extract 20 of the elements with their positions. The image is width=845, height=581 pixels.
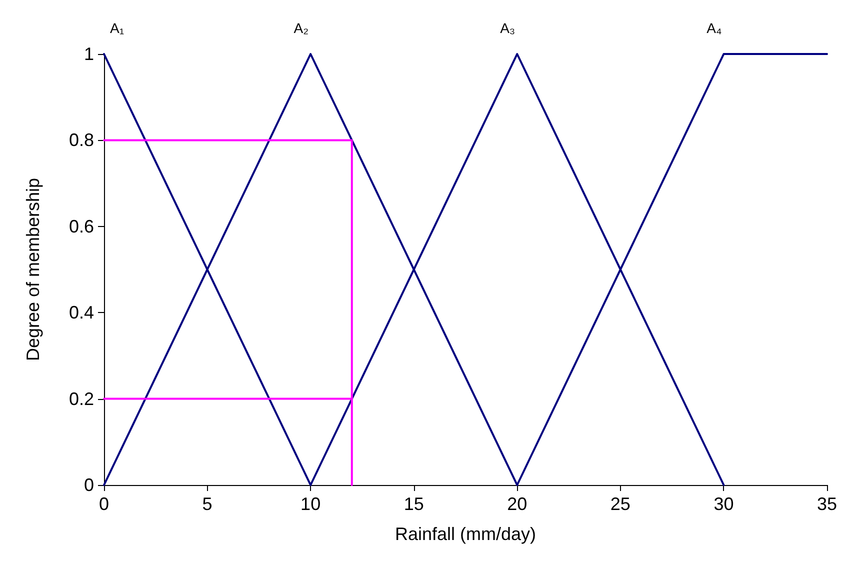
- y-tick-label: 0.4: [68, 302, 94, 323]
- x-axis-title: Rainfall (mm/day): [394, 524, 536, 544]
- y-tick-label: 0.8: [68, 130, 94, 150]
- x-tick-label: 0: [98, 494, 110, 514]
- x-tick-label: 20: [507, 494, 528, 514]
- x-tick-label: 5: [202, 494, 212, 514]
- x-tick-label: 35: [816, 494, 838, 514]
- x-tick-label: 25: [610, 494, 630, 514]
- y-tick-label: 1: [84, 44, 94, 64]
- series-label: A₂: [294, 20, 309, 36]
- y-tick-label: 0.6: [68, 216, 94, 236]
- x-tick-label: 30: [714, 494, 734, 514]
- series-label: A₁: [110, 20, 124, 36]
- series-label: A₄: [706, 20, 722, 36]
- y-tick-label: 0.2: [68, 388, 94, 409]
- y-tick-label: 0: [84, 475, 94, 495]
- y-axis-title: Degree of membership: [23, 178, 43, 362]
- x-tick-label: 15: [404, 494, 424, 514]
- x-tick-label: 10: [300, 494, 321, 514]
- series-label: A₃: [500, 20, 516, 36]
